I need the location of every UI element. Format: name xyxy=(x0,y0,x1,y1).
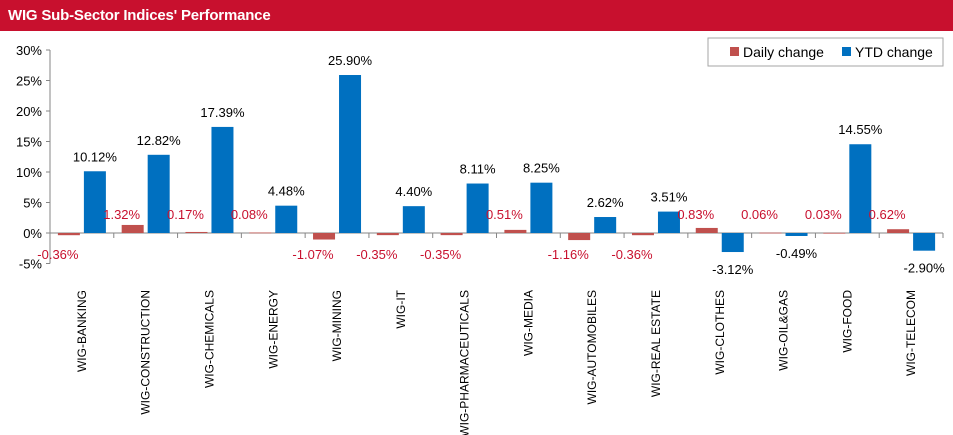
data-label-daily: 0.51% xyxy=(486,207,523,222)
y-tick-label: 5% xyxy=(23,196,42,211)
data-label-daily: -0.36% xyxy=(37,247,79,262)
bar-ytd-change xyxy=(849,144,872,233)
y-tick-label: 25% xyxy=(16,74,42,89)
category-label: WIG-PHARMACEUTICALS xyxy=(458,290,472,435)
y-tick-label: 10% xyxy=(16,165,42,180)
category-label: WIG-MEDIA xyxy=(521,290,535,356)
data-label-daily: -0.35% xyxy=(356,247,398,262)
bar-daily-change xyxy=(759,232,782,234)
data-label-ytd: -0.49% xyxy=(776,246,818,261)
data-label-daily: 0.08% xyxy=(231,207,268,222)
data-label-daily: 0.03% xyxy=(805,207,842,222)
legend-frame xyxy=(707,37,944,67)
category-label: WIG-CLOTHES xyxy=(713,290,727,375)
category-label: WIG-AUTOMOBILES xyxy=(585,290,599,404)
bar-ytd-change xyxy=(211,126,234,233)
data-label-ytd: -3.12% xyxy=(712,262,754,277)
bar-ytd-change xyxy=(466,183,489,233)
bar-daily-change xyxy=(376,233,399,236)
category-label: WIG-MINING xyxy=(330,290,344,361)
bar-ytd-change xyxy=(83,171,106,233)
data-label-ytd: 17.39% xyxy=(200,105,245,120)
data-label-ytd: 8.11% xyxy=(460,162,496,177)
data-label-ytd: 25.90% xyxy=(328,53,373,68)
data-label-ytd: 8.25% xyxy=(523,161,560,176)
y-tick-label: 20% xyxy=(16,104,42,119)
bar-ytd-change xyxy=(657,211,680,233)
chart-data-labels: -0.36% 1.32% 0.17% 0.08% -1.07% -0.35% -0.35% 0… xyxy=(37,53,945,277)
category-label: WIG-REAL ESTATE xyxy=(649,290,663,397)
bar-ytd-change xyxy=(402,206,425,233)
bar-ytd-change xyxy=(913,233,936,251)
bar-daily-change xyxy=(568,233,591,241)
bar-daily-change xyxy=(249,232,272,234)
bar-daily-change xyxy=(823,232,846,234)
bar-daily-change xyxy=(504,229,527,233)
data-label-ytd: 4.48% xyxy=(268,184,305,199)
category-label: WIG-IT xyxy=(394,289,408,328)
chart-title: WIG Sub-Sector Indices' Performance xyxy=(8,7,271,24)
bar-daily-change xyxy=(57,233,80,236)
data-label-daily: 1.32% xyxy=(103,207,140,222)
legend-swatch-daily xyxy=(730,47,739,56)
bar-ytd-change xyxy=(530,182,553,233)
data-label-daily: 0.17% xyxy=(167,207,204,222)
data-label-daily: 0.62% xyxy=(869,207,906,222)
chart-bars xyxy=(57,75,936,253)
bar-ytd-change xyxy=(339,75,362,233)
bar-daily-change xyxy=(887,229,910,233)
category-label: WIG-FOOD xyxy=(840,290,854,353)
category-label: WIG-ENERGY xyxy=(266,290,280,369)
data-label-ytd: 14.55% xyxy=(838,122,883,137)
bar-daily-change xyxy=(695,227,718,233)
data-label-daily: -0.35% xyxy=(420,247,462,262)
bar-daily-change xyxy=(631,233,654,236)
data-label-daily: 0.83% xyxy=(677,207,714,222)
data-label-ytd: 4.40% xyxy=(395,184,432,199)
bar-ytd-change xyxy=(594,217,617,233)
legend-label-ytd: YTD change xyxy=(855,44,933,60)
category-label: WIG-OIL&GAS xyxy=(777,290,791,371)
y-tick-label: 30% xyxy=(16,43,42,58)
data-label-ytd: 3.51% xyxy=(651,190,688,205)
legend-swatch-ytd xyxy=(842,47,851,56)
bar-ytd-change xyxy=(147,154,170,233)
data-label-daily: -1.07% xyxy=(292,247,334,262)
data-label-daily: -1.16% xyxy=(548,247,590,262)
data-label-daily: -0.36% xyxy=(611,247,653,262)
bar-daily-change xyxy=(121,224,144,233)
bar-ytd-change xyxy=(721,233,744,253)
bar-ytd-change xyxy=(785,233,808,236)
data-label-ytd: -2.90% xyxy=(904,261,946,276)
y-tick-label: -5% xyxy=(19,257,43,272)
data-label-ytd: 2.62% xyxy=(587,195,624,210)
bar-daily-change xyxy=(440,233,463,236)
chart-legend: Daily change YTD change xyxy=(707,37,944,67)
data-label-daily: 0.06% xyxy=(741,207,778,222)
bar-daily-change xyxy=(185,231,208,233)
title-banner: WIG Sub-Sector Indices' Performance xyxy=(0,0,953,31)
y-tick-label: 0% xyxy=(23,226,42,241)
category-label: WIG-CHEMICALS xyxy=(202,290,216,388)
data-label-ytd: 10.12% xyxy=(73,149,118,164)
data-label-ytd: 12.82% xyxy=(137,133,182,148)
bar-daily-change xyxy=(313,233,336,240)
legend-label-daily: Daily change xyxy=(743,44,824,60)
category-label: WIG-TELECOM xyxy=(904,290,918,376)
y-tick-label: 15% xyxy=(16,135,42,150)
chart-axes: -5% 0% 5% 10% 15% 20% 25% 30% WIG-BANKING WIG-CON… xyxy=(16,43,944,435)
category-label: WIG-BANKING xyxy=(75,290,89,372)
category-label: WIG-CONSTRUCTION xyxy=(139,290,153,415)
bar-ytd-change xyxy=(275,205,298,233)
